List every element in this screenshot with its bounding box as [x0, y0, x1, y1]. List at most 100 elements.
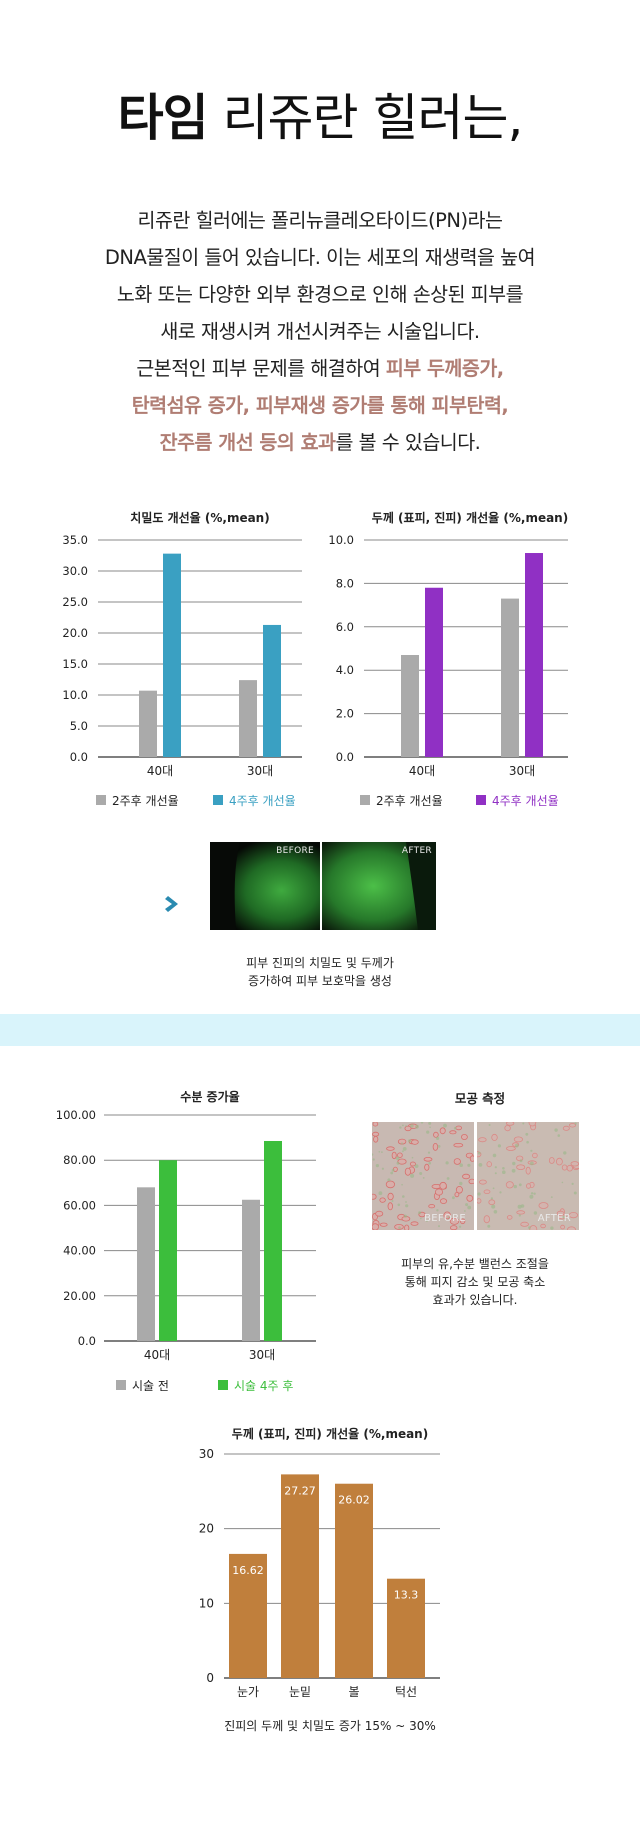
legend-swatch [476, 795, 486, 805]
micrograph-caption: 피부 진피의 치밀도 및 두께가 증가하여 피부 보호막을 생성 [170, 954, 470, 990]
y-tick-label: 6.0 [336, 620, 354, 634]
legend-swatch [218, 1380, 228, 1390]
y-tick-label: 15.0 [62, 657, 88, 671]
moisture-chart: 수분 증가율 0.0 20.00 40.00 60.00 80.00 100.00 40대 30… [56, 1089, 316, 1393]
bar [387, 1578, 425, 1678]
value-label: 13.3 [394, 1589, 419, 1602]
legend-label: 시술 전 [132, 1379, 169, 1393]
legend-label: 4주후 개선율 [492, 794, 559, 808]
y-tick-label: 25.0 [62, 595, 88, 609]
y-tick-label: 30.0 [62, 564, 88, 578]
chart-title: 두께 (표피, 진피) 개선율 (%,mean) [232, 1426, 428, 1441]
bar [229, 1553, 267, 1678]
y-tick-label: 10.0 [62, 688, 88, 702]
intro-line-7: 잔주름 개선 등의 효과를 볼 수 있습니다. [0, 424, 640, 461]
y-tick-label: 0.0 [78, 1334, 96, 1348]
section-divider-band [0, 1014, 640, 1046]
thickness-chart: 두께 (표피, 진피) 개선율 (%,mean) 0.0 2.0 4.0 6.0 8.0 1… [328, 510, 568, 808]
bar-after [159, 1160, 177, 1341]
intro-line-1: 리쥬란 힐러에는 폴리뉴클레오타이드(PN)라는 [137, 209, 503, 232]
y-tick-label: 20 [199, 1522, 214, 1536]
x-tick-label: 30대 [249, 1348, 275, 1362]
legend-label: 시술 4주 후 [234, 1379, 293, 1393]
micrograph-before-label: BEFORE [276, 846, 314, 856]
y-tick-label: 10 [199, 1596, 214, 1610]
x-tick-label: 눈가 [237, 1685, 259, 1699]
pore-after-label: AFTER [537, 1213, 571, 1224]
pore-caption-line-3: 효과가 있습니다. [432, 1293, 518, 1307]
bar-before [501, 598, 519, 757]
legend-swatch [213, 795, 223, 805]
bar-after [425, 587, 443, 757]
value-label: 26.02 [338, 1494, 370, 1507]
bar-after [264, 1140, 282, 1341]
x-tick-label: 볼 [348, 1685, 359, 1699]
legend-swatch [360, 795, 370, 805]
legend-label: 2주후 개선율 [376, 794, 443, 808]
micrograph-after-image: AFTER [322, 842, 436, 930]
pore-caption: 피부의 유,수분 밸런스 조절을 통해 피지 감소 및 모공 축소 효과가 있습… [370, 1255, 580, 1309]
intro-highlight-3: 잔주름 개선 등의 효과 [159, 431, 336, 454]
headline-bold: 타임 [117, 89, 209, 147]
pore-title: 모공 측정 [454, 1091, 506, 1106]
bar-before [239, 680, 257, 757]
chart-title: 치밀도 개선율 (%,mean) [130, 510, 269, 525]
y-tick-label: 4.0 [336, 663, 354, 677]
intro-paragraph: 리쥬란 힐러에는 폴리뉴클레오타이드(PN)라는 DNA물질이 들어 있습니다.… [0, 202, 640, 461]
y-tick-label: 60.00 [63, 1198, 96, 1212]
pore-before-image: BEFORE [372, 1122, 474, 1230]
chart-title: 두께 (표피, 진피) 개선율 (%,mean) [372, 510, 568, 525]
x-tick-label: 40대 [147, 764, 173, 778]
y-tick-label: 40.00 [63, 1244, 96, 1258]
bar-after [163, 553, 181, 757]
micrograph-caption-line-2: 증가하여 피부 보호막을 생성 [248, 974, 392, 988]
x-tick-label: 30대 [509, 764, 535, 778]
y-tick-label: 0.0 [336, 750, 354, 764]
bar-before [401, 655, 419, 757]
y-tick-label: 2.0 [336, 707, 354, 721]
y-tick-label: 20.0 [62, 626, 88, 640]
y-tick-label: 5.0 [70, 719, 88, 733]
x-tick-label: 30대 [247, 764, 273, 778]
pore-after-image: AFTER [477, 1122, 579, 1230]
y-tick-label: 10.0 [328, 533, 354, 547]
bar-before [139, 690, 157, 757]
legend-swatch [96, 795, 106, 805]
y-tick-label: 0.0 [70, 750, 88, 764]
pore-caption-line-1: 피부의 유,수분 밸런스 조절을 [401, 1257, 549, 1271]
intro-highlight-1: 피부 두께증가, [385, 357, 504, 380]
bar-before [242, 1199, 260, 1341]
micrograph-caption-line-1: 피부 진피의 치밀도 및 두께가 [246, 956, 394, 970]
y-tick-label: 100.00 [56, 1108, 96, 1122]
value-label: 27.27 [284, 1484, 316, 1497]
intro-line-5-text: 근본적인 피부 문제를 해결하여 [136, 357, 386, 380]
intro-line-4: 새로 재생시켜 개선시켜주는 시술입니다. [160, 320, 480, 343]
density-chart: 치밀도 개선율 (%,mean) 0.0 5.0 10.0 15.0 20.0 25.0 30… [62, 510, 302, 808]
bar-before [137, 1187, 155, 1341]
bar-after [525, 553, 543, 757]
chart-footnote: 진피의 두께 및 치밀도 증가 15% ~ 30% [224, 1719, 436, 1733]
intro-line-3: 노화 또는 다양한 외부 환경으로 인해 손상된 피부를 [116, 283, 524, 306]
intro-highlight-2: 탄력섬유 증가, 피부재생 증가를 통해 피부탄력, [131, 394, 509, 417]
y-tick-label: 8.0 [336, 576, 354, 590]
intro-line-2: DNA물질이 들어 있습니다. 이는 세포의 재생력을 높여 [104, 246, 536, 269]
y-tick-label: 35.0 [62, 533, 88, 547]
y-tick-label: 30 [199, 1447, 214, 1461]
bar [281, 1474, 319, 1678]
legend-label: 4주후 개선율 [229, 794, 296, 808]
x-tick-label: 눈밑 [289, 1685, 311, 1699]
intro-line-7-text: 를 볼 수 있습니다. [335, 431, 481, 454]
micrograph-after-label: AFTER [401, 846, 432, 856]
bar [335, 1483, 373, 1678]
chart-title: 수분 증가율 [180, 1089, 239, 1104]
legend-swatch [116, 1380, 126, 1390]
chevron-right-icon [165, 896, 178, 912]
legend-label: 2주후 개선율 [112, 794, 179, 808]
x-tick-label: 40대 [144, 1348, 170, 1362]
value-label: 16.62 [232, 1564, 264, 1577]
y-tick-label: 80.00 [63, 1153, 96, 1167]
page-headline: 타임 리쥬란 힐러는, [0, 88, 640, 148]
x-tick-label: 40대 [409, 764, 435, 778]
pore-before-label: BEFORE [424, 1213, 466, 1224]
headline-rest: 리쥬란 힐러는, [207, 89, 524, 147]
